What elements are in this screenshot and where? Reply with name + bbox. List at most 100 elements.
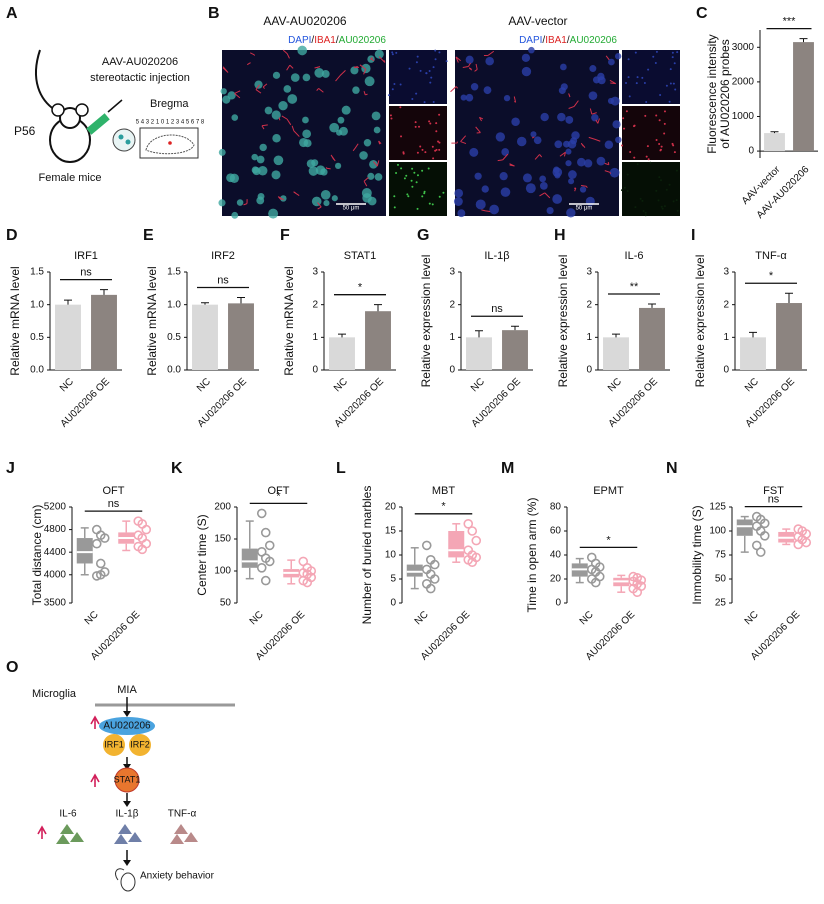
nucleus: [257, 166, 268, 176]
microglia: [370, 57, 375, 62]
cytokine: IL-1β: [116, 809, 139, 820]
point: [137, 544, 148, 555]
microglia: [513, 96, 517, 103]
channel-dot: [396, 163, 399, 166]
nucleus: [475, 199, 486, 210]
nucleus: [577, 157, 586, 167]
channel-dot: [403, 177, 406, 180]
channel-dot: [437, 140, 440, 143]
microglia: [589, 108, 597, 115]
stain-legend: DAPI/IBA1/AU020206: [288, 35, 386, 46]
nucleus: [371, 111, 381, 121]
stain: AU020206: [339, 35, 387, 46]
microglia: [532, 136, 535, 139]
y-tick-label: 0.5: [167, 332, 181, 343]
panel-letter: G: [417, 227, 429, 244]
point: [95, 558, 106, 569]
channel-dot: [627, 58, 630, 61]
x-tick-label: NC: [248, 609, 266, 627]
cytokine: TNF-α: [168, 809, 197, 820]
significance: ns: [217, 274, 229, 286]
channel-dot: [665, 188, 668, 191]
microglia: [460, 135, 467, 145]
microglia: [595, 118, 600, 124]
channel-dot: [431, 145, 434, 148]
channel-dot: [626, 173, 629, 176]
chart: C Fluorescence intensity of AU020206 probe…: [696, 5, 818, 221]
nucleus: [373, 126, 381, 134]
error-bar: [612, 333, 620, 338]
stimulus: MIA: [117, 684, 137, 696]
procedure: stereotactic injection: [90, 72, 190, 84]
nucleus: [302, 116, 309, 124]
point: [429, 574, 440, 584]
panel-letter: K: [171, 460, 183, 477]
stain-sep: /: [311, 35, 314, 46]
microglia: [455, 56, 461, 63]
bar: [603, 337, 629, 370]
nucleus: [264, 106, 273, 115]
microglia: [373, 160, 380, 167]
brain-outline: [145, 134, 195, 155]
y-axis-label: Relative mRNA level: [8, 266, 22, 375]
channel-dot: [649, 161, 652, 164]
syringe: [86, 113, 110, 135]
channel-dot: [644, 214, 647, 217]
bar: [740, 337, 766, 370]
mouse-head: [59, 107, 81, 129]
y-tick-label: 150: [214, 534, 231, 545]
channel-dot: [413, 171, 416, 174]
point: [467, 526, 478, 536]
channel-dot: [652, 55, 655, 58]
nucleus: [367, 172, 375, 180]
channel-dot: [636, 163, 639, 166]
channel-dot: [438, 51, 441, 54]
y-tick-label: 3: [723, 267, 729, 278]
scale-label: 50 μm: [576, 206, 593, 212]
channel-dot: [393, 206, 396, 209]
partner: IRF2: [130, 739, 150, 749]
point: [421, 540, 432, 551]
chart-title: IRF1: [74, 250, 98, 262]
channel-dot: [427, 167, 430, 170]
channel-dot: [416, 174, 419, 177]
chart-title: IRF2: [211, 250, 235, 262]
panel-letter: D: [6, 227, 18, 244]
nucleus: [283, 85, 292, 93]
y-tick-label: 4400: [44, 547, 67, 558]
arrowhead: [123, 801, 131, 807]
nucleus: [540, 112, 549, 122]
nucleus: [302, 73, 311, 82]
chart-title: OFT: [268, 485, 290, 497]
channel-dot: [658, 119, 661, 122]
channel-dot: [635, 82, 638, 85]
y-tick-label: 4000: [44, 569, 67, 580]
bar: [793, 42, 814, 152]
channel-dot: [643, 82, 646, 85]
microglia: [243, 199, 248, 206]
error-bar: [374, 304, 382, 312]
microglia: [574, 187, 577, 192]
up-arrow: [37, 825, 47, 839]
channel-dot: [438, 148, 441, 151]
point: [141, 538, 152, 549]
channel-dot: [660, 179, 663, 182]
nucleus: [554, 140, 563, 149]
nucleus: [315, 165, 326, 175]
nucleus: [521, 66, 532, 77]
channel-dot: [671, 51, 674, 54]
y-tick-label: 50: [220, 598, 232, 609]
y-axis-label: Relative mRNA level: [145, 266, 159, 375]
box: [76, 538, 93, 564]
microglia: [246, 62, 251, 66]
point: [590, 577, 601, 588]
bar: [365, 311, 391, 370]
channel-dot: [435, 122, 438, 125]
nucleus: [363, 139, 372, 147]
mouse-ear: [75, 103, 89, 117]
significance: ns: [108, 498, 120, 510]
scale: 5 4 3 2 1 0 1 2 3 4 5 6 7 8: [136, 120, 205, 126]
microglia: [234, 90, 241, 99]
mouse-icon: [120, 872, 136, 892]
